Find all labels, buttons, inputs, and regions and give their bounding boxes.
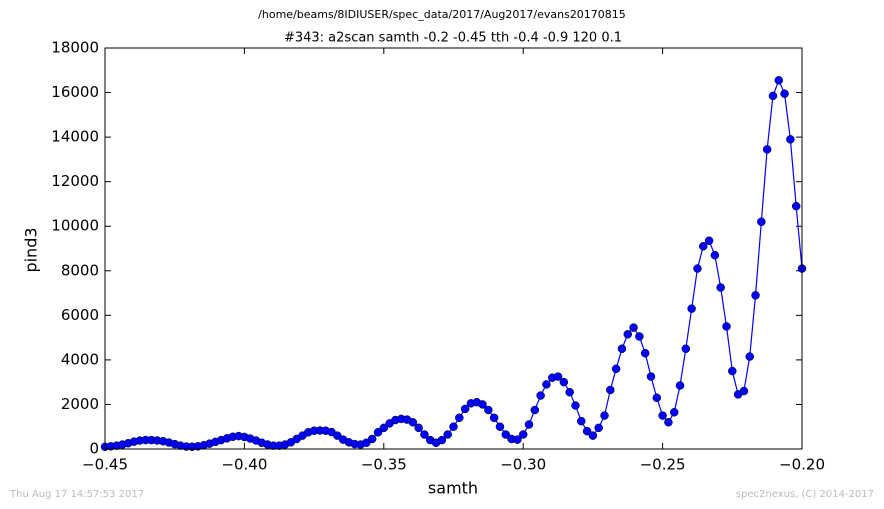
data-point xyxy=(449,422,458,431)
data-point xyxy=(635,332,644,341)
data-point xyxy=(716,283,725,292)
data-point xyxy=(455,413,464,423)
data-point xyxy=(710,250,720,260)
data-point xyxy=(536,391,545,400)
data-point xyxy=(518,430,528,439)
y-tick-label: 8000 xyxy=(61,261,99,279)
data-point xyxy=(768,91,778,101)
data-point xyxy=(687,304,696,313)
y-tick-label: 14000 xyxy=(51,128,99,146)
data-point xyxy=(565,387,574,397)
data-point xyxy=(617,344,627,353)
data-point xyxy=(791,201,801,211)
data-point xyxy=(722,322,731,331)
data-point xyxy=(640,348,650,358)
data-point xyxy=(751,291,760,300)
y-tick-label: 16000 xyxy=(51,83,99,101)
data-point xyxy=(623,330,632,339)
x-axis-label: samth xyxy=(428,479,478,498)
data-point xyxy=(629,323,638,332)
data-point xyxy=(333,431,342,440)
x-tick-label: −0.25 xyxy=(640,456,686,474)
data-point xyxy=(728,366,737,376)
data-point xyxy=(571,401,580,410)
y-tick-label: 4000 xyxy=(61,350,99,368)
y-tick-label: 0 xyxy=(89,440,99,458)
data-point xyxy=(437,435,447,445)
data-point xyxy=(774,76,784,85)
data-point xyxy=(542,380,551,389)
y-tick-label: 6000 xyxy=(61,306,99,324)
timestamp: Thu Aug 17 14:57:53 2017 xyxy=(9,489,144,500)
data-point xyxy=(693,264,702,273)
x-tick-label: −0.30 xyxy=(500,456,546,474)
y-axis-label: pind3 xyxy=(22,227,41,272)
data-point xyxy=(553,372,563,381)
data-point xyxy=(414,423,423,433)
y-tick-label: 2000 xyxy=(61,395,99,413)
data-point xyxy=(379,423,389,433)
data-point xyxy=(739,386,749,396)
data-point xyxy=(489,413,499,423)
data-point xyxy=(646,372,656,381)
data-point xyxy=(513,435,522,444)
data-point xyxy=(559,377,569,387)
data-point xyxy=(762,145,772,154)
data-point xyxy=(588,431,598,440)
data-point xyxy=(420,430,429,439)
data-point xyxy=(745,352,754,361)
y-tick-label: 18000 xyxy=(51,39,99,57)
data-point xyxy=(582,426,592,436)
x-tick-label: −0.40 xyxy=(221,456,267,474)
data-point xyxy=(373,428,383,437)
data-point xyxy=(786,135,795,144)
data-point xyxy=(652,393,662,403)
data-point xyxy=(757,217,766,227)
data-point xyxy=(408,418,418,427)
suptitle: /home/beams/8IDIUSER/spec_data/2017/Aug2… xyxy=(258,8,626,21)
data-point xyxy=(577,416,586,426)
data-point xyxy=(530,405,540,415)
data-point xyxy=(780,89,789,98)
data-point xyxy=(501,430,511,439)
data-point xyxy=(460,404,470,414)
y-tick-label: 10000 xyxy=(51,217,99,235)
x-tick-label: −0.35 xyxy=(361,456,407,474)
data-point xyxy=(681,344,691,353)
data-point xyxy=(658,411,667,420)
data-point xyxy=(443,430,452,439)
data-point xyxy=(675,381,685,390)
data-point xyxy=(606,385,615,395)
data-point xyxy=(484,405,493,415)
credit: spec2nexus, (C) 2014-2017 xyxy=(736,489,874,500)
y-tick-label: 12000 xyxy=(51,172,99,190)
data-point xyxy=(495,422,505,431)
x-tick-label: −0.20 xyxy=(779,456,825,474)
plot-frame xyxy=(104,47,803,450)
data-point xyxy=(669,407,679,417)
chart-title: #343: a2scan samth -0.2 -0.45 tth -0.4 -… xyxy=(284,31,622,46)
data-point xyxy=(704,236,714,245)
data-point xyxy=(611,364,621,374)
data-point xyxy=(600,411,609,420)
data-point xyxy=(524,420,534,429)
x-tick-label: −0.45 xyxy=(82,456,128,474)
data-point xyxy=(698,242,708,251)
data-point xyxy=(367,434,377,444)
data-point xyxy=(664,418,673,427)
data-point xyxy=(478,400,487,409)
data-point xyxy=(594,423,603,433)
